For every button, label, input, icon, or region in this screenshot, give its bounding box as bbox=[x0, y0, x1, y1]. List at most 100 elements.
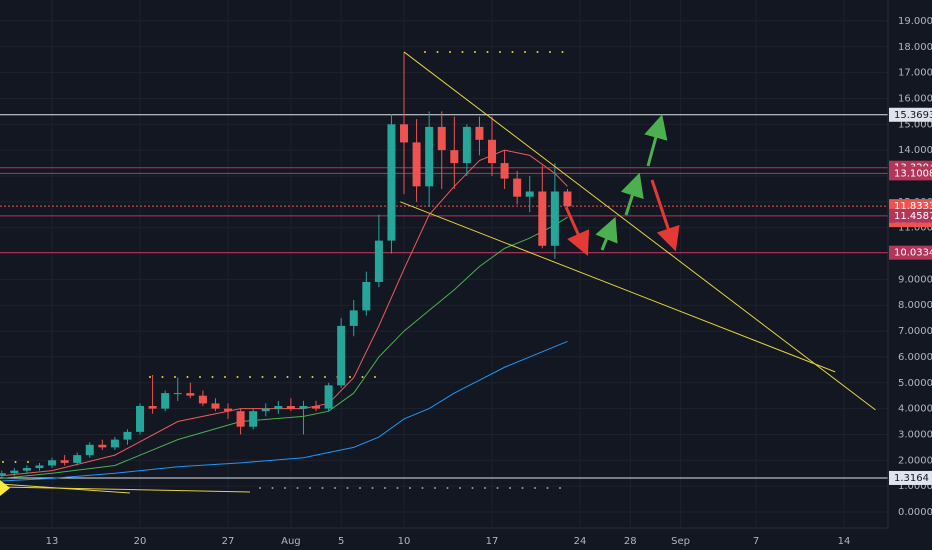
candle-body bbox=[73, 455, 82, 463]
marker-dot bbox=[236, 376, 239, 378]
y-tick-label: 14.0000 bbox=[898, 145, 932, 156]
candle-body bbox=[60, 460, 69, 463]
y-tick-label: 8.0000 bbox=[898, 300, 932, 311]
candle-body bbox=[437, 126, 446, 151]
candle-body bbox=[488, 139, 497, 164]
candle-body bbox=[400, 124, 409, 143]
x-tick-label: 24 bbox=[574, 536, 587, 547]
marker-dot bbox=[474, 51, 476, 53]
marker-dot bbox=[449, 51, 451, 53]
marker-dot bbox=[396, 487, 399, 489]
candle-body bbox=[224, 408, 233, 412]
y-tick-label: 15.0000 bbox=[898, 119, 932, 130]
marker-dot bbox=[199, 376, 201, 378]
moving-average bbox=[1, 340, 568, 482]
x-tick-label: 10 bbox=[398, 536, 411, 547]
y-tick-label: 4.0000 bbox=[898, 404, 932, 415]
marker-dot bbox=[471, 487, 474, 489]
candle-body bbox=[98, 444, 107, 448]
marker-dot bbox=[284, 487, 286, 489]
marker-dot bbox=[536, 51, 539, 53]
price-label-box bbox=[889, 245, 932, 260]
candle-body bbox=[349, 310, 358, 326]
marker-dot bbox=[324, 376, 326, 378]
candle-body bbox=[286, 406, 295, 409]
axes: 0.0000 1.0000 2.0000 3.0000 4.0000 5.0000 6.00… bbox=[46, 16, 932, 547]
price-label-box bbox=[889, 166, 932, 181]
marker-dot bbox=[224, 376, 226, 378]
candle-body bbox=[374, 240, 383, 282]
marker-dot bbox=[496, 487, 499, 489]
candle-body bbox=[161, 393, 170, 409]
marker-dot bbox=[546, 487, 549, 489]
marker-dot bbox=[27, 461, 29, 463]
candle-body bbox=[35, 465, 44, 469]
marker-dot bbox=[346, 487, 349, 489]
trendline bbox=[400, 201, 836, 373]
marker-dot bbox=[484, 487, 486, 489]
candle-body bbox=[475, 126, 484, 140]
marker-dot bbox=[511, 51, 514, 53]
candle-body bbox=[136, 406, 145, 432]
price-label-box bbox=[889, 107, 932, 122]
marker-dot bbox=[446, 487, 449, 489]
candle-body bbox=[500, 163, 509, 179]
marker-dot bbox=[549, 51, 551, 53]
marker-dot bbox=[524, 51, 526, 53]
price-label-box bbox=[889, 208, 932, 223]
y-tick-label: 0.0000 bbox=[898, 507, 932, 518]
candle-body bbox=[85, 444, 94, 456]
marker-dot bbox=[374, 376, 376, 378]
yellow-marker bbox=[0, 480, 10, 496]
marker-dot bbox=[334, 487, 336, 489]
candle-body bbox=[249, 411, 258, 427]
candle-body bbox=[10, 470, 19, 474]
candle-body bbox=[412, 142, 421, 187]
candle-body bbox=[462, 126, 471, 164]
marker-dot bbox=[421, 487, 424, 489]
y-tick-label: 3.0000 bbox=[898, 429, 932, 440]
candle-body bbox=[261, 408, 270, 412]
price-label: 15.3693 bbox=[894, 110, 932, 121]
green-arrow bbox=[595, 216, 618, 251]
marker-dot bbox=[361, 376, 364, 378]
marker-dot bbox=[409, 487, 411, 489]
moving-average bbox=[1, 216, 568, 479]
price-label: 11.4587 bbox=[894, 211, 932, 222]
marker-dot bbox=[274, 376, 276, 378]
y-tick-label: 16.0000 bbox=[898, 93, 932, 104]
marker-dot bbox=[559, 487, 561, 489]
price-label: 1.3164 bbox=[894, 473, 929, 484]
candle-body bbox=[312, 406, 321, 409]
x-tick-label: 28 bbox=[624, 536, 637, 547]
x-tick-label: 17 bbox=[486, 536, 499, 547]
red-arrow bbox=[564, 206, 590, 256]
x-tick-label: 7 bbox=[753, 536, 759, 547]
marker-dot bbox=[486, 51, 489, 53]
marker-dot bbox=[561, 51, 564, 53]
y-tick-label: 9.0000 bbox=[898, 274, 932, 285]
candle-body bbox=[48, 460, 57, 466]
candle-body bbox=[299, 406, 308, 409]
marker-dot bbox=[521, 487, 524, 489]
marker-dot bbox=[384, 487, 386, 489]
price-label: 11.8333 bbox=[894, 201, 932, 212]
y-tick-label: 17.0000 bbox=[898, 68, 932, 79]
plot-area bbox=[0, 51, 888, 489]
candle-body bbox=[274, 406, 283, 409]
marker-dot bbox=[424, 51, 426, 53]
y-tick-label: 19.0000 bbox=[898, 16, 932, 27]
candle-body bbox=[110, 439, 119, 448]
marker-dot bbox=[371, 487, 374, 489]
y-tick-label: 1.0000 bbox=[898, 481, 932, 492]
candle-body bbox=[525, 191, 534, 197]
marker-dot bbox=[259, 487, 261, 489]
candle-body bbox=[550, 191, 559, 246]
marker-dot bbox=[14, 461, 17, 463]
marker-dot bbox=[311, 376, 314, 378]
green-arrow bbox=[620, 172, 644, 216]
marker-dot bbox=[149, 376, 151, 378]
yellow-line bbox=[0, 486, 251, 493]
marker-dot bbox=[211, 376, 214, 378]
